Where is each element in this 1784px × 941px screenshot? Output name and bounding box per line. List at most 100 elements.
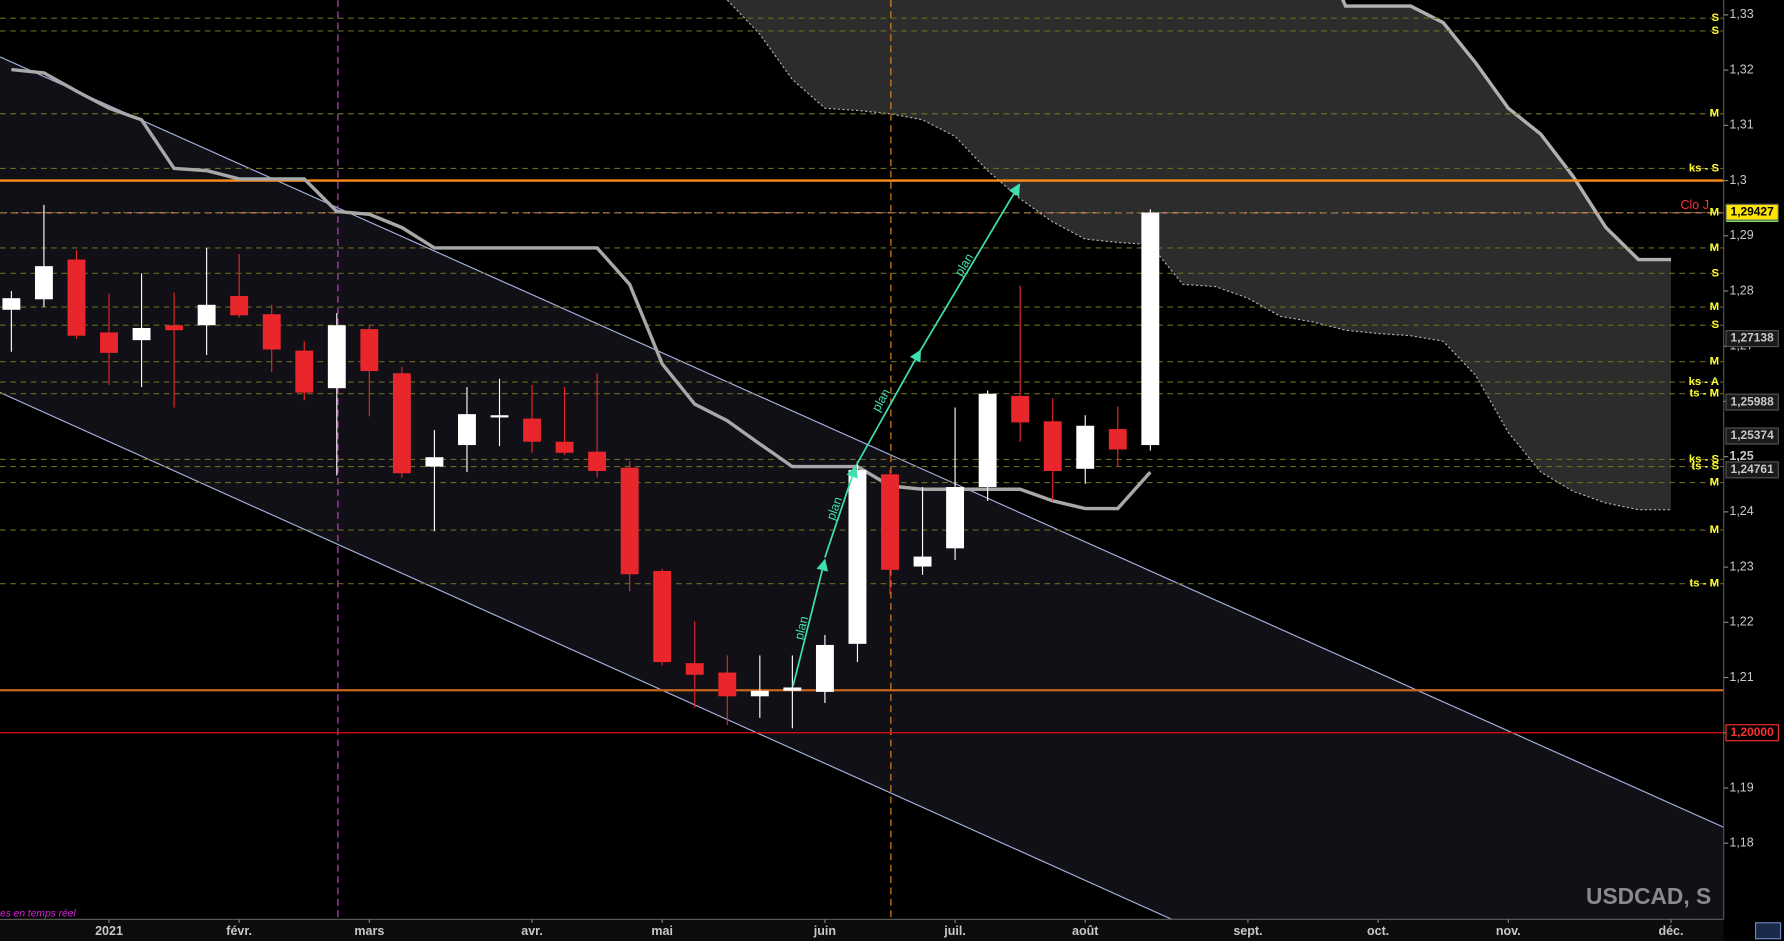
x-tick-label: nov.	[1496, 924, 1521, 938]
y-tick-label: 1,21	[1729, 670, 1753, 684]
level-label: S	[1712, 25, 1720, 37]
level-label: M	[1710, 207, 1719, 219]
arrow	[824, 465, 858, 558]
level-label: M	[1710, 301, 1719, 313]
price-label: 1,27138	[1731, 331, 1775, 345]
y-tick-label: 1,22	[1729, 615, 1753, 629]
level-label: M	[1710, 108, 1719, 120]
x-tick-label: août	[1072, 924, 1099, 938]
axis-layer: 1,181,191,21,211,221,231,241,251,261,271…	[95, 7, 1779, 938]
x-tick-label: avr.	[521, 924, 543, 938]
y-tick-label: 1,28	[1729, 283, 1753, 297]
level-label: M	[1710, 524, 1719, 536]
y-tick-label: 1,24	[1729, 504, 1753, 518]
candle-body	[132, 327, 151, 341]
y-tick-label: 1,3	[1729, 173, 1746, 187]
price-label: 1,29427	[1731, 204, 1775, 218]
arrow	[919, 183, 1021, 351]
level-label: M	[1710, 356, 1719, 368]
y-tick-label: 1,32	[1729, 62, 1753, 76]
candle-body	[458, 414, 476, 446]
y-tick-label: 1,33	[1729, 7, 1753, 21]
candle-body	[1141, 212, 1160, 446]
price-label: 1,25374	[1731, 428, 1775, 442]
realtime-note: es en temps réel	[0, 908, 76, 919]
candle-body	[620, 467, 639, 575]
channel-line	[0, 392, 1173, 920]
arrow	[792, 558, 829, 687]
x-tick-label: juin	[813, 924, 836, 938]
candle-body	[67, 259, 86, 336]
level-label: S	[1712, 319, 1720, 331]
y-tick-label: 1,31	[1729, 118, 1753, 132]
candle-body	[327, 325, 346, 389]
candle-body	[490, 415, 509, 418]
y-tick-label: 1,19	[1729, 780, 1753, 794]
candle-body	[523, 418, 541, 442]
candle-body	[685, 663, 704, 675]
arrow	[854, 349, 922, 467]
close-label: Clo J	[1680, 198, 1708, 212]
level-label: ks - S	[1689, 162, 1720, 174]
candle-body	[197, 304, 216, 326]
level-label: ts - M	[1689, 578, 1719, 590]
candle-body	[295, 350, 314, 393]
candle-body	[913, 556, 932, 567]
x-tick-label: déc.	[1658, 924, 1683, 938]
candle-body	[1076, 425, 1095, 469]
level-label: ks - S	[1689, 453, 1720, 465]
candle-body	[978, 393, 997, 488]
candle-body	[653, 570, 672, 663]
cloud-edge	[1341, 0, 1671, 262]
price-label-box	[1725, 427, 1779, 445]
x-tick-label: sept.	[1233, 924, 1262, 938]
level-label: M	[1710, 242, 1719, 254]
y-tick-label: 1,18	[1729, 835, 1753, 849]
price-label: 1,25988	[1731, 394, 1775, 408]
level-label: M	[1710, 477, 1719, 489]
candle-body	[165, 325, 184, 331]
candle-body	[34, 266, 53, 300]
candle-body	[555, 441, 574, 453]
price-label-box	[1725, 330, 1779, 348]
level-label: ts - S	[1691, 461, 1719, 473]
price-label-box	[1725, 203, 1779, 221]
level-label: S	[1712, 267, 1720, 279]
candle-body	[262, 314, 281, 350]
x-tick-label: 2021	[95, 924, 123, 938]
candle-body	[425, 457, 444, 467]
candle-body	[783, 687, 802, 691]
candle-body	[2, 298, 21, 310]
price-label-box	[1725, 393, 1779, 411]
x-tick-label: juil.	[943, 924, 966, 938]
level-label: ts - M	[1689, 388, 1719, 400]
candle-body	[100, 332, 118, 353]
corner-button[interactable]	[1754, 922, 1782, 940]
level-layer	[0, 17, 1724, 734]
channel-line	[0, 56, 1724, 828]
candle-layer	[2, 204, 1160, 729]
candle-body	[815, 644, 834, 692]
candle-body	[230, 295, 249, 316]
candle-body	[848, 469, 867, 644]
x-tick-label: mars	[354, 924, 384, 938]
y-tick-label: 1,23	[1729, 559, 1753, 573]
x-tick-label: févr.	[226, 924, 252, 938]
level-label: S	[1712, 12, 1720, 24]
symbol-label: USDCAD, S	[1586, 883, 1711, 909]
y-tick-label: 1,25	[1729, 449, 1753, 463]
candle-body	[946, 487, 965, 549]
cloud	[727, 0, 1671, 510]
candle-body	[392, 373, 411, 474]
candle-body	[718, 672, 737, 697]
candle-body	[881, 474, 899, 570]
price-label: 1,24761	[1731, 462, 1775, 476]
candle-body	[360, 329, 379, 372]
x-tick-label: oct.	[1367, 924, 1389, 938]
plan-arrows	[792, 183, 1021, 687]
candle-body	[1043, 421, 1062, 472]
x-axis-bar	[0, 919, 1724, 941]
candle-body	[1011, 395, 1030, 423]
